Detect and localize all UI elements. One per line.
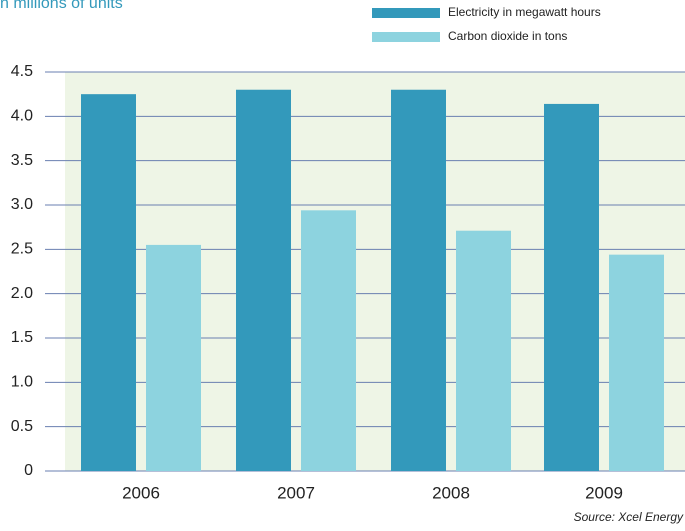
source-note: Source: Xcel Energy bbox=[574, 510, 684, 524]
y-tick-label: 0 bbox=[24, 462, 33, 479]
bar bbox=[81, 94, 136, 472]
y-tick-label: 3.0 bbox=[11, 196, 33, 213]
bar bbox=[391, 89, 446, 471]
x-tick-label: 2007 bbox=[277, 483, 315, 502]
bar bbox=[301, 210, 356, 471]
legend-swatch bbox=[372, 8, 440, 18]
y-tick-label: 2.5 bbox=[11, 241, 33, 258]
chart-title: n millions of units bbox=[0, 0, 123, 12]
y-tick-label: 4.5 bbox=[11, 63, 33, 80]
x-tick-label: 2006 bbox=[122, 483, 160, 502]
legend-swatch bbox=[372, 32, 440, 42]
bar bbox=[236, 89, 291, 471]
bar bbox=[456, 230, 511, 471]
y-tick-label: 4.0 bbox=[11, 108, 33, 125]
bar bbox=[609, 254, 664, 471]
y-tick-label: 3.5 bbox=[11, 152, 33, 169]
legend-label: Carbon dioxide in tons bbox=[448, 29, 567, 43]
y-tick-label: 2.0 bbox=[11, 285, 33, 302]
bar bbox=[146, 244, 201, 471]
y-tick-label: 1.5 bbox=[11, 329, 33, 346]
x-tick-label: 2009 bbox=[585, 483, 623, 502]
bar bbox=[544, 103, 599, 472]
x-tick-label: 2008 bbox=[432, 483, 470, 502]
y-tick-label: 1.0 bbox=[11, 374, 33, 391]
y-tick-label: 0.5 bbox=[11, 418, 33, 435]
legend-label: Electricity in megawatt hours bbox=[448, 5, 601, 19]
